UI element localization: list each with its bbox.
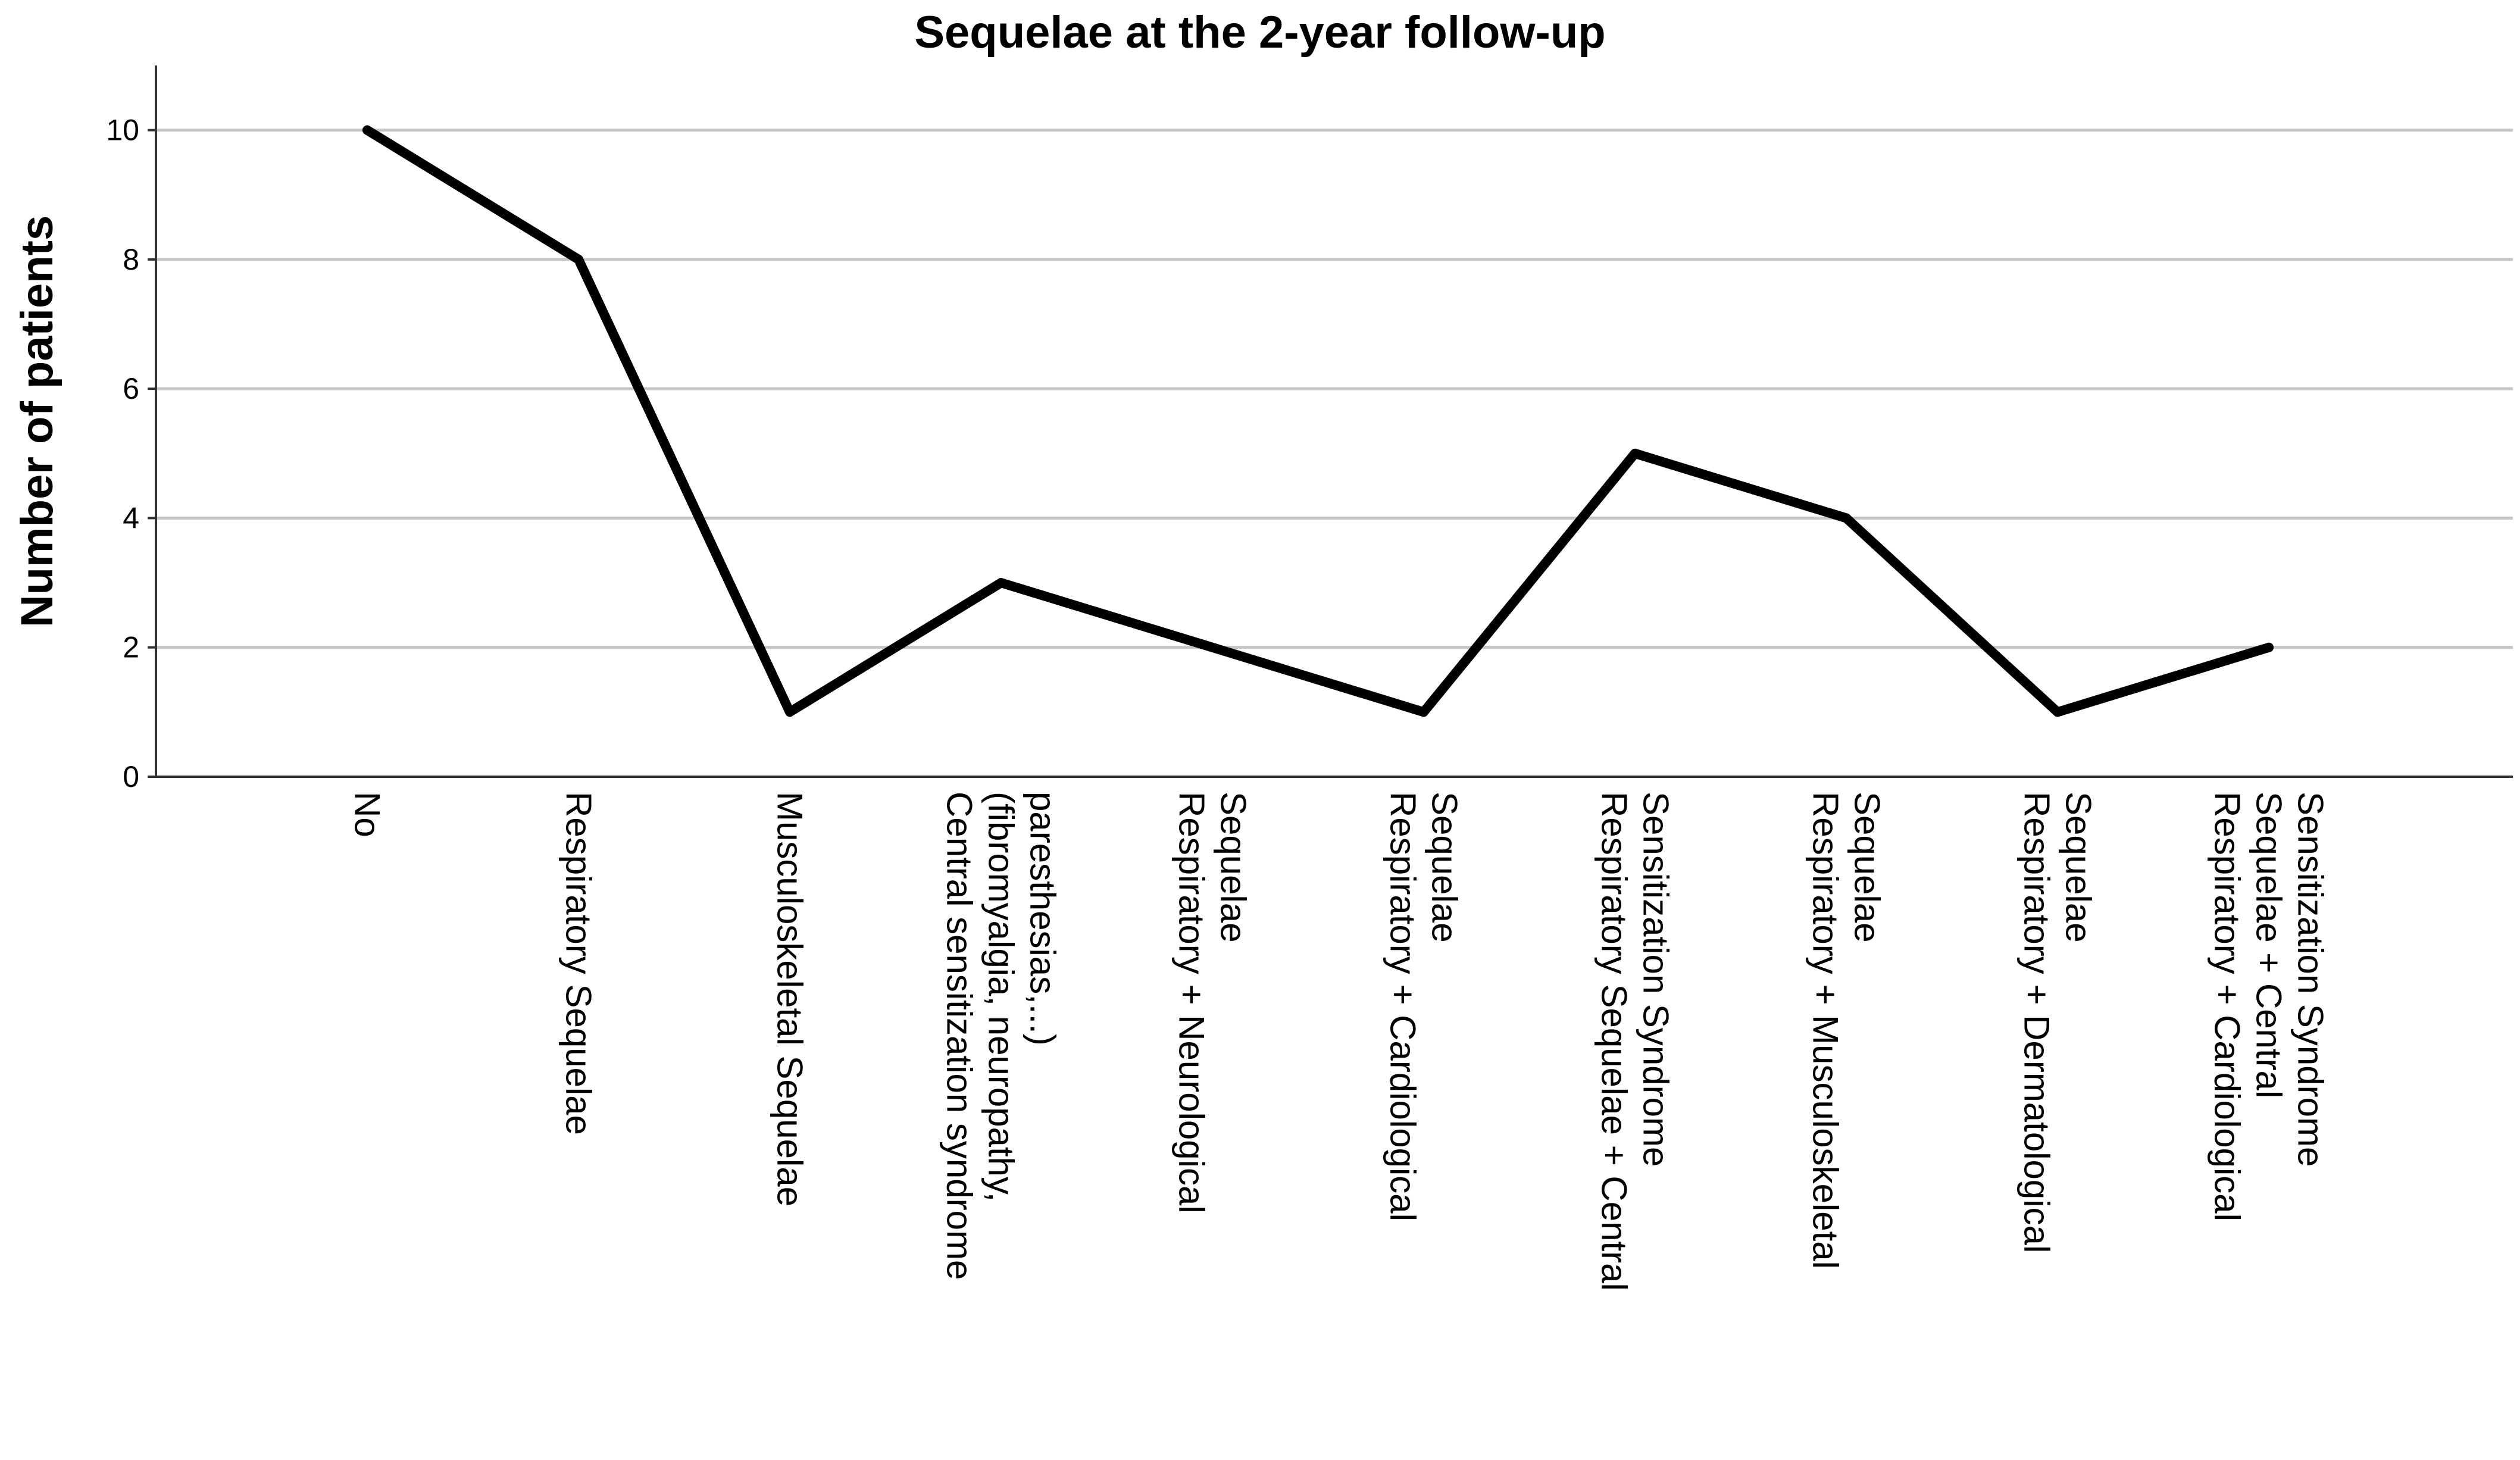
x-category-label-line: Respiratory + Cardiological — [2208, 792, 2247, 1221]
y-tick-label: 0 — [123, 760, 139, 793]
x-category-label-line: Sequelae — [1214, 792, 1253, 943]
x-category-label-line: Respiratory + Neurological — [1172, 792, 1212, 1214]
data-point — [1841, 513, 1851, 523]
data-point — [996, 578, 1006, 588]
data-point — [785, 707, 795, 717]
axes — [155, 65, 2513, 778]
x-category-label: Respiratory + Dermatological Sequelae — [2017, 792, 2099, 1253]
y-tick-label: 10 — [106, 114, 139, 147]
x-category-label-line: Respiratory Sequelae — [559, 792, 599, 1135]
x-category-label: Respiratory + Cardiological Sequelae — [1383, 792, 1465, 1221]
x-category-label: No — [348, 792, 387, 837]
y-tick-label: 2 — [123, 631, 139, 664]
data-point — [362, 125, 372, 135]
x-category-label: Respiratory + Cardiological Sequelae + Ce… — [2208, 792, 2331, 1221]
x-category-label-line: Central sensitization syndrome — [940, 792, 980, 1280]
x-category-label-line: (fibromyalgia, neuropathy, — [981, 792, 1021, 1202]
data-point — [2053, 707, 2062, 717]
chart-title: Sequelae at the 2-year follow-up — [914, 7, 1605, 58]
x-category-label-line: No — [348, 792, 387, 837]
y-tick-label: 4 — [123, 501, 139, 534]
x-category-label: Musculoskeletal Sequelae — [770, 792, 810, 1206]
series-line — [362, 125, 2274, 717]
x-category-label-line: Sequelae — [1425, 792, 1465, 943]
x-category-label-line: Respiratory + Dermatological — [2017, 792, 2057, 1253]
data-point — [2264, 642, 2274, 652]
x-category-label-line: Sensitization Syndrome — [1636, 792, 1676, 1167]
data-point — [1208, 642, 1217, 652]
y-tick-labels: 0 2 4 6 8 10 — [106, 114, 156, 793]
x-category-label: Respiratory + Musculoskeletal Sequelae — [1806, 792, 1887, 1269]
x-category-label: Respiratory Sequelae — [559, 792, 599, 1135]
x-category-label: Central sensitization syndrome (fibromyal… — [940, 792, 1063, 1280]
x-category-label-line: Sequelae — [1847, 792, 1887, 943]
y-axis-label: Number of patients — [12, 215, 62, 628]
x-category-label-line: Sequelae — [2059, 792, 2099, 943]
x-category-label-line: Respiratory Sequelae + Central — [1594, 792, 1634, 1291]
x-category-label-line: Sensitization Syndrome — [2291, 792, 2331, 1167]
y-tick-label: 6 — [123, 372, 139, 405]
x-category-label-line: Musculoskeletal Sequelae — [770, 792, 810, 1206]
x-category-label: Respiratory Sequelae + Central Sensitizat… — [1594, 792, 1676, 1291]
data-point — [574, 254, 583, 264]
x-category-label-line: Respiratory + Cardiological — [1383, 792, 1423, 1221]
x-category-label-line: Sequelae + Central — [2249, 792, 2289, 1098]
x-category-labels: No Respiratory Sequelae Musculoskeletal Se… — [348, 792, 2331, 1291]
data-point — [1630, 448, 1640, 458]
y-tick-label: 8 — [123, 243, 139, 276]
series-lines — [362, 125, 2274, 717]
grid-lines — [156, 129, 2513, 649]
data-point — [1419, 707, 1428, 717]
x-category-label: Respiratory + Neurological Sequelae — [1172, 792, 1253, 1214]
x-category-label-line: Respiratory + Musculoskeletal — [1806, 792, 1846, 1269]
x-category-label-line: paresthesias,...) — [1023, 792, 1063, 1046]
